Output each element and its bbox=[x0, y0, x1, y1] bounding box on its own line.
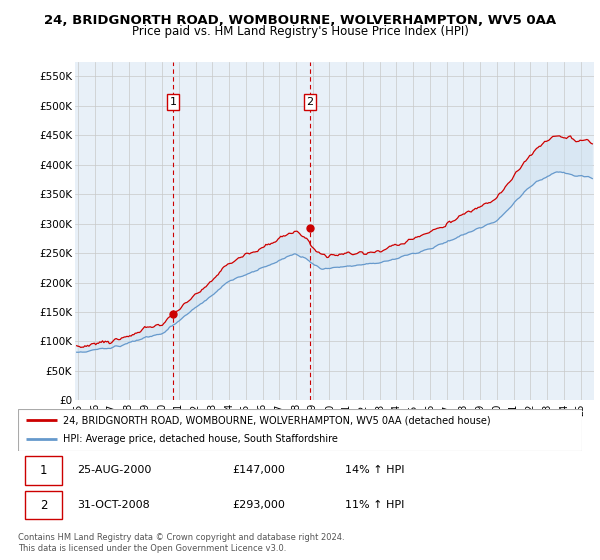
FancyBboxPatch shape bbox=[25, 491, 62, 519]
Text: £147,000: £147,000 bbox=[232, 465, 285, 475]
Text: £293,000: £293,000 bbox=[232, 500, 285, 510]
Text: 24, BRIDGNORTH ROAD, WOMBOURNE, WOLVERHAMPTON, WV5 0AA: 24, BRIDGNORTH ROAD, WOMBOURNE, WOLVERHA… bbox=[44, 14, 556, 27]
Text: 2: 2 bbox=[307, 97, 313, 108]
Text: Contains HM Land Registry data © Crown copyright and database right 2024.
This d: Contains HM Land Registry data © Crown c… bbox=[18, 533, 344, 553]
Text: 14% ↑ HPI: 14% ↑ HPI bbox=[345, 465, 404, 475]
Text: 11% ↑ HPI: 11% ↑ HPI bbox=[345, 500, 404, 510]
Text: 31-OCT-2008: 31-OCT-2008 bbox=[77, 500, 150, 510]
Text: 25-AUG-2000: 25-AUG-2000 bbox=[77, 465, 152, 475]
Text: HPI: Average price, detached house, South Staffordshire: HPI: Average price, detached house, Sout… bbox=[63, 435, 338, 445]
Text: 1: 1 bbox=[40, 464, 47, 477]
Text: 24, BRIDGNORTH ROAD, WOMBOURNE, WOLVERHAMPTON, WV5 0AA (detached house): 24, BRIDGNORTH ROAD, WOMBOURNE, WOLVERHA… bbox=[63, 415, 491, 425]
Text: 1: 1 bbox=[169, 97, 176, 108]
FancyBboxPatch shape bbox=[25, 456, 62, 484]
Text: Price paid vs. HM Land Registry's House Price Index (HPI): Price paid vs. HM Land Registry's House … bbox=[131, 25, 469, 38]
Text: 2: 2 bbox=[40, 498, 47, 511]
